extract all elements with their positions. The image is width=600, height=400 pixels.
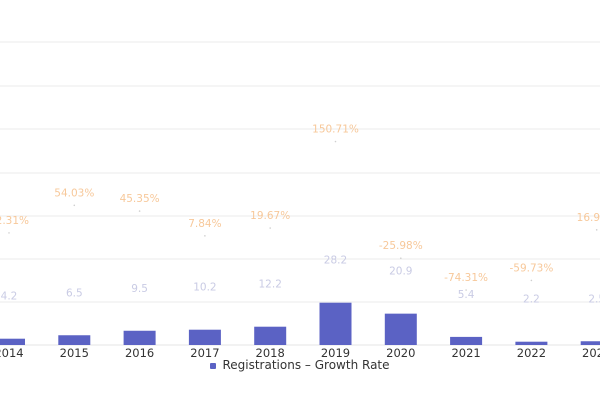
gridlines [0,41,600,346]
legend-swatch-registrations [210,362,217,369]
growth-point-2023 [595,229,598,231]
bar-2023[interactable] [580,341,600,345]
growth-label-2015: 54.03% [54,187,94,199]
legend-growth-rate[interactable]: Growth Rate [314,358,390,372]
growth-label-2016: 45.35% [120,193,160,205]
bar-label-2020: 20.9 [389,266,412,278]
growth-point-2015 [73,204,76,207]
growth-value-labels: 12.31% 54.03% 45.35% 7.84% 19.67% 150.71% -25.… [0,124,600,291]
growth-label-2018: 19.67% [250,210,290,222]
legend-separator: – [304,358,311,372]
growth-point-2021 [465,289,467,291]
bar-label-2018: 12.2 [259,279,282,291]
bar-label-2019: 28.2 [324,255,347,267]
growth-label-2017: 7.84% [188,218,221,230]
bar-value-labels: 4.2 6.5 9.5 10.2 12.2 28.2 20.9 5.4 2.2 2.5 [1,255,600,306]
growth-point-2019 [334,140,337,143]
bar-label-2022: 2.2 [523,294,540,306]
x-tick-2014: 2014 [0,346,24,360]
growth-label-2020: -25.98% [379,240,423,252]
bar-2019[interactable] [319,302,352,345]
bar-label-2016: 9.5 [131,283,148,295]
growth-label-2023: 16.94% [577,212,600,224]
bar-2017[interactable] [188,329,221,345]
x-tick-2015: 2015 [60,346,89,360]
x-tick-2017: 2017 [190,346,219,360]
legend: Registrations – Growth Rate [0,358,600,372]
growth-label-2021: -74.31% [444,272,488,284]
bar-label-2021: 5.4 [458,289,475,301]
growth-point-2018 [269,227,272,229]
bar-2018[interactable] [254,326,287,345]
growth-label-2022: -59.73% [509,262,553,274]
x-tick-2022: 2022 [517,346,546,360]
growth-point-2017 [204,235,206,237]
x-tick-2019: 2019 [321,346,350,360]
x-tick-2018: 2018 [256,346,285,360]
x-tick-2021: 2021 [451,346,480,360]
bar-label-2015: 6.5 [66,287,83,299]
bar-label-2017: 10.2 [193,282,216,294]
growth-point-2016 [138,210,141,212]
x-tick-2023: 2023 [582,346,600,360]
x-tick-2016: 2016 [125,346,154,360]
bar-2014[interactable] [0,338,25,345]
bar-2016[interactable] [123,330,156,345]
x-axis-ticks: 2014 2015 2016 2017 2018 2019 2020 2021 2022 2023 [0,346,600,360]
bar-2022[interactable] [515,341,548,345]
growth-label-2019: 150.71% [312,124,359,136]
growth-point-2022 [530,279,533,282]
growth-point-2014 [8,232,10,234]
growth-point-2020 [400,257,402,259]
bar-2021[interactable] [450,336,483,345]
bar-2020[interactable] [384,313,417,345]
bar-label-2023: 2.5 [588,293,600,305]
legend-registrations[interactable]: Registrations [222,358,302,372]
growth-label-2014: 12.31% [0,215,29,227]
bar-2015[interactable] [58,335,91,345]
x-tick-2020: 2020 [386,346,415,360]
bar-series [0,302,600,345]
bar-label-2014: 4.2 [1,291,18,303]
